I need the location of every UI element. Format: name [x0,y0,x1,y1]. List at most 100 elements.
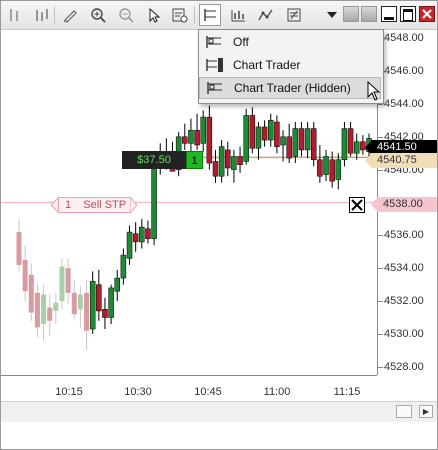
price-tick-label: 4548.00 [384,32,424,45]
candle-body [268,120,274,141]
scroll-right-button[interactable]: ▶ [419,405,433,418]
maximize-icon[interactable] [400,6,416,22]
menu-item-label: Off [233,35,249,49]
last-price-tag: 4541.50 [365,140,437,155]
candle-body [206,116,213,164]
candle-body [151,166,157,239]
properties-icon[interactable] [283,4,305,26]
candle-body [34,292,40,328]
menu-item-off[interactable]: Off [199,31,381,53]
cancel-order-icon[interactable] [349,197,365,213]
time-tick-label: 10:30 [124,386,152,398]
candle-body [200,116,206,144]
candle-body [126,231,133,259]
chart-trader-on-icon [206,58,223,72]
time-tick-label: 11:00 [263,386,291,398]
candle-body [65,268,71,293]
time-tick-label: 10:45 [194,386,222,398]
candle-body [114,277,120,292]
zoom-in-icon[interactable] [87,4,109,26]
indicators-icon[interactable] [227,4,249,26]
chart-trader-hidden-icon [207,82,222,94]
window-option-icon[interactable] [343,6,359,22]
chart-trader-dropdown: Off Chart Trader Chart Trader (Hidden) [198,29,384,104]
candle-body [212,161,219,177]
zoom-out-icon[interactable] [115,4,137,26]
scrollbar-thumb[interactable] [396,405,412,418]
bar-type-icon[interactable] [3,4,25,26]
candle-body [261,126,268,141]
chart-trader-off-icon [206,36,221,48]
chart-toolbar [1,1,437,30]
order-price-value: 4538.00 [383,198,423,210]
price-tick-label: 4528.00 [384,360,424,373]
price-tick-label: 4544.00 [384,97,424,110]
candle-body [132,233,139,243]
drawing-pencil-icon[interactable] [59,4,81,26]
candle-body [139,226,145,243]
time-tick-label: 11:15 [333,386,361,398]
price-chart[interactable] [1,30,377,375]
candle-body [231,156,237,170]
candle-body [274,121,280,147]
candle-body [360,141,366,151]
mouse-cursor-icon [367,81,381,101]
time-axis[interactable]: 10:15 10:30 10:45 11:00 11:15 [1,375,377,402]
candle-body [237,156,243,165]
candle-body [77,294,83,310]
chevron-down-icon[interactable] [321,4,343,26]
candle-body [22,260,28,292]
candle-body [41,294,47,325]
order-tag-right-arrow [130,197,138,213]
data-box-icon[interactable] [169,4,191,26]
candle-body [71,292,77,315]
candle-body [59,266,65,302]
candle-body [108,287,114,318]
last-price-value: 4541.50 [377,141,417,153]
chart-trader-icon[interactable] [199,4,221,26]
position-marker[interactable]: $37.50 1 [122,151,203,169]
menu-item-chart-trader[interactable]: Chart Trader [199,54,381,76]
candle-body [243,115,249,162]
candle-body [255,126,262,149]
candle-body [145,228,151,239]
menu-item-chart-trader-hidden[interactable]: Chart Trader (Hidden) [199,77,381,99]
candle-body [96,284,102,312]
price-tick-mark [378,333,383,335]
candle-body [298,128,305,151]
candle-body [280,136,286,146]
price-tick-label: 4536.00 [384,229,424,242]
horizontal-scrollbar[interactable]: ▶ [1,401,437,422]
order-price-tag: 4538.00 [371,197,437,212]
bar-chart-style-icon[interactable] [31,4,53,26]
price-tick-label: 4530.00 [384,327,424,340]
strategies-icon[interactable] [255,4,277,26]
price-tick-mark [378,366,383,368]
menu-item-label: Chart Trader (Hidden) [234,81,351,95]
candle-body [47,307,53,321]
position-pnl: $37.50 [122,151,186,169]
price-tick-mark [378,136,383,138]
candle-body [84,292,90,331]
price-tick-mark [378,169,383,171]
candle-body [188,129,194,144]
candle-body [218,146,225,177]
price-tick-mark [378,268,383,270]
candle-body [102,309,108,318]
position-quantity[interactable]: 1 [186,151,203,169]
candle-body [323,156,329,175]
minimize-icon[interactable] [381,6,397,22]
cursor-arrow-icon[interactable] [143,4,165,26]
candle-body [329,159,335,182]
price-tick-mark [378,235,383,237]
candle-body [249,115,256,149]
window-option-2-icon[interactable] [361,6,377,22]
price-tick-mark [378,301,383,303]
position-price-tag: 4540.75 [365,153,437,168]
candle-body [353,141,360,154]
close-icon[interactable] [419,6,435,22]
order-quantity: 1 [65,199,72,211]
position-price-value: 4540.75 [377,154,417,166]
stop-order-marker[interactable]: 1 Sell STP [51,197,138,213]
